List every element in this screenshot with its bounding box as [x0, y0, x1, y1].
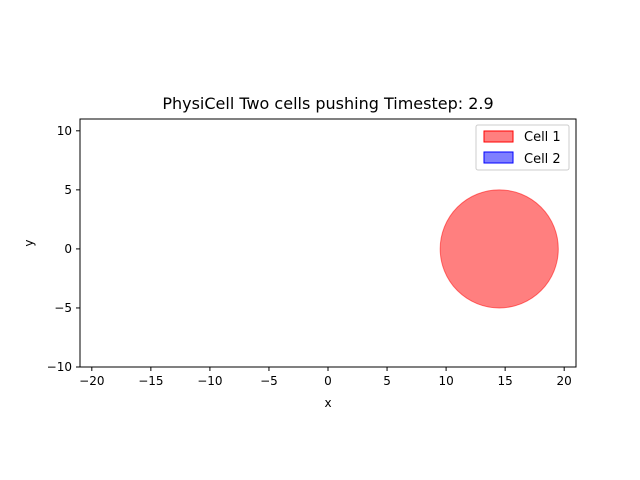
x-tick-label: −20 [79, 374, 104, 388]
axes-frame [79, 118, 577, 368]
legend-label-cell-1: Cell 1 [524, 130, 561, 145]
plot-area [439, 189, 559, 309]
x-tick-label: 0 [324, 374, 332, 388]
x-axis: −20 −15 −10 −5 0 5 10 15 20 [79, 367, 572, 388]
y-tick-label: −10 [47, 360, 72, 374]
legend-label-cell-2: Cell 2 [524, 152, 561, 167]
y-tick-label: −5 [54, 301, 72, 315]
y-axis: −10 −5 0 5 10 [47, 124, 80, 374]
cell-1-circle [439, 189, 559, 309]
y-axis-label: y [22, 239, 36, 246]
x-tick-label: −15 [138, 374, 163, 388]
x-tick-label: 15 [498, 374, 513, 388]
legend-swatch-cell-2 [483, 151, 514, 164]
y-tick-label: 5 [64, 183, 72, 197]
x-tick-label: 10 [438, 374, 453, 388]
y-tick-label: 0 [64, 242, 72, 256]
x-tick-label: 5 [383, 374, 391, 388]
legend-swatch-cell-1 [483, 130, 514, 143]
x-tick-label: 20 [557, 374, 572, 388]
x-tick-label: −5 [260, 374, 278, 388]
y-tick-label: 10 [57, 124, 72, 138]
x-axis-label: x [324, 396, 331, 410]
chart-title: PhysiCell Two cells pushing Timestep: 2.… [162, 94, 493, 113]
x-tick-label: −10 [197, 374, 222, 388]
legend: Cell 1 Cell 2 [475, 124, 570, 171]
